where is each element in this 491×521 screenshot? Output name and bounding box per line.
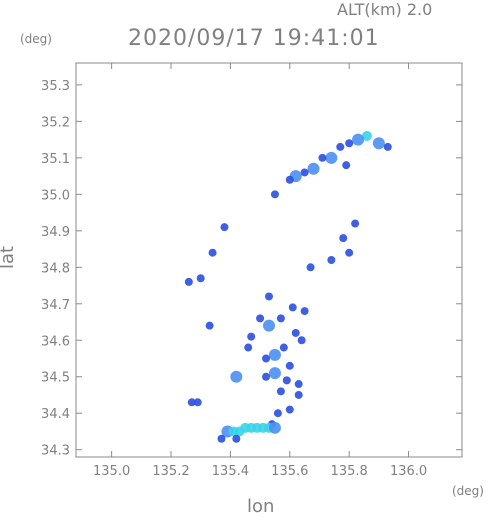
echo-point [327,256,336,264]
echo-point [279,343,288,352]
x-tick-label: 135.0 [93,464,130,479]
y-tick-label: 34.8 [41,261,70,276]
echo-point [339,234,348,243]
echo-point [184,277,193,286]
x-axis-title: lon [247,496,275,517]
echo-point [285,361,294,370]
echo-point [262,354,271,363]
echo-point [294,390,303,399]
echo-point [285,405,294,414]
y-tick-label: 34.5 [41,371,70,386]
y-tick-label: 35.0 [41,188,70,203]
y-tick-label: 35.1 [41,152,70,167]
y-tick-label: 34.9 [41,225,70,240]
x-tick-label: 135.8 [331,464,368,479]
plot-frame [75,62,463,458]
echo-point [291,328,300,337]
echo-point [217,434,226,443]
timestamp-title: 2020/09/17 19:41:01 [128,26,380,51]
echo-point [196,274,205,283]
echo-point [268,367,281,380]
echo-point [300,307,309,316]
echo-point [361,130,372,141]
x-tick-label: 135.6 [271,464,308,479]
echo-point [318,153,327,162]
x-axis-unit: (deg) [452,484,484,498]
echo-point [352,133,365,146]
echo-point [244,343,253,352]
echo-point [265,292,273,301]
echo-point [345,139,354,148]
echo-point [273,409,282,418]
echo-point [205,321,214,330]
echo-point [297,336,306,345]
echo-point [208,248,217,257]
altitude-label: ALT(km) 2.0 [337,0,433,19]
echo-point [276,314,285,323]
echo-point [300,168,309,177]
echo-point [256,314,265,323]
echo-point [336,142,345,151]
echo-point [294,380,303,389]
x-tick-label: 135.2 [152,464,189,479]
y-tick-label: 35.2 [41,115,70,130]
echo-point [270,190,279,199]
echo-point [232,434,241,443]
y-tick-label: 35.3 [41,79,70,94]
echo-point [325,151,338,164]
y-axis-unit: (deg) [20,32,52,46]
echo-point [268,348,281,361]
echo-point [307,162,320,175]
y-tick-label: 34.4 [41,407,70,422]
echo-point [288,303,297,312]
echo-point [282,376,291,385]
echo-point [276,387,285,396]
echo-point [193,398,202,407]
echo-point [351,219,360,228]
y-tick-label: 34.6 [41,334,70,349]
echo-point [306,263,315,272]
echo-point [247,332,256,341]
y-tick-label: 34.3 [41,444,70,459]
x-tick-label: 136.0 [390,464,427,479]
echo-point [383,142,392,151]
echo-point [285,175,294,184]
echo-point [372,137,385,150]
echo-point [187,398,196,407]
x-tick-label: 135.4 [212,464,249,479]
echo-layer [184,130,392,443]
echo-point [345,248,354,257]
echo-point [230,370,243,383]
echo-point [342,161,351,170]
y-tick-label: 34.7 [41,298,70,313]
echo-point [262,372,271,381]
axis-ticks: 135.0 135.2 135.4 135.6 135.8 136.0 34.3 34.4 34… [41,63,462,479]
echo-point [268,421,281,434]
echo-point [220,223,229,232]
echo-point [263,319,275,332]
